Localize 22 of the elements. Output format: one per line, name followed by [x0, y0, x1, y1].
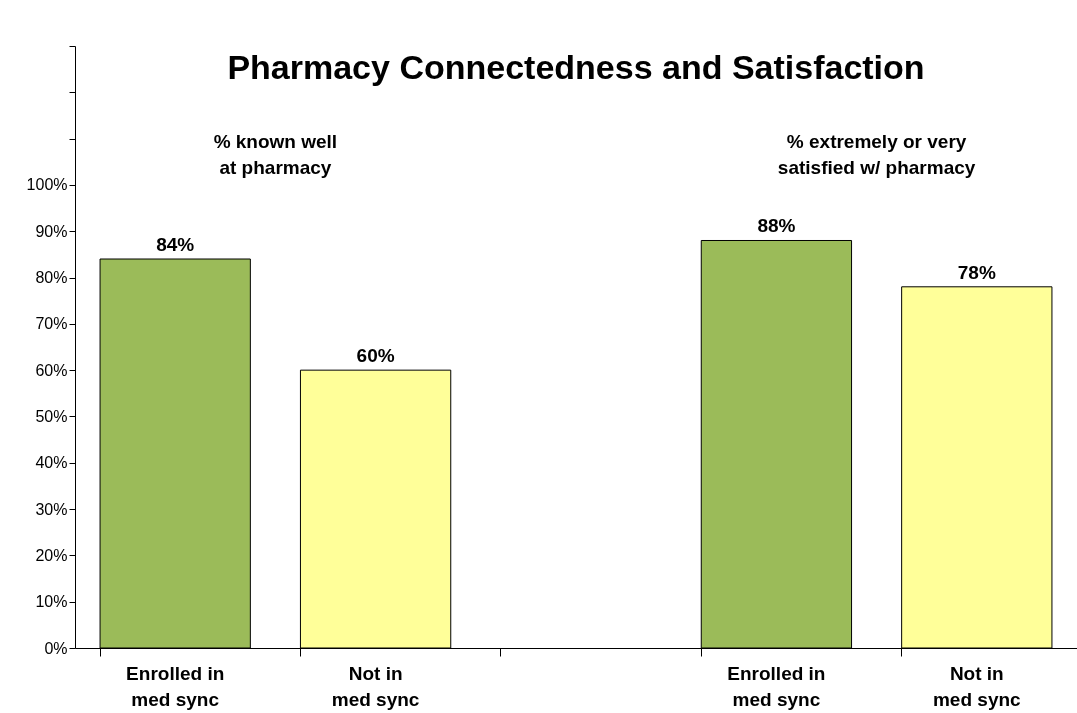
data-label: 88% [757, 215, 796, 237]
y-tick-label: 70% [35, 315, 68, 333]
y-tick-label: 40% [35, 454, 68, 472]
y-tick-label: 10% [35, 593, 68, 611]
annotation: % known well at pharmacy [213, 131, 338, 179]
y-tick-label: 30% [35, 500, 68, 518]
y-tick-label: 20% [35, 546, 68, 564]
y-tick-label: 100% [26, 176, 68, 194]
y-tick-label: 90% [35, 222, 68, 240]
data-label: 84% [156, 234, 195, 256]
x-tick-label: Enrolled in med sync [126, 662, 225, 710]
data-label: 60% [356, 345, 395, 367]
x-tick-label: Not in med sync [331, 662, 420, 710]
x-tick-label: Not in med sync [932, 662, 1022, 710]
chart-title: Pharmacy Connectedness and Satisfaction [227, 47, 925, 86]
y-tick-label: 0% [44, 639, 68, 657]
annotation: % extremely or very satisfied w/ pharmacy [777, 131, 976, 179]
y-tick-label: 50% [35, 407, 68, 425]
y-tick-label: 80% [35, 269, 68, 287]
y-tick-label: 60% [35, 361, 68, 379]
x-tick-label: Enrolled in med sync [727, 662, 826, 710]
data-label: 78% [957, 261, 996, 283]
